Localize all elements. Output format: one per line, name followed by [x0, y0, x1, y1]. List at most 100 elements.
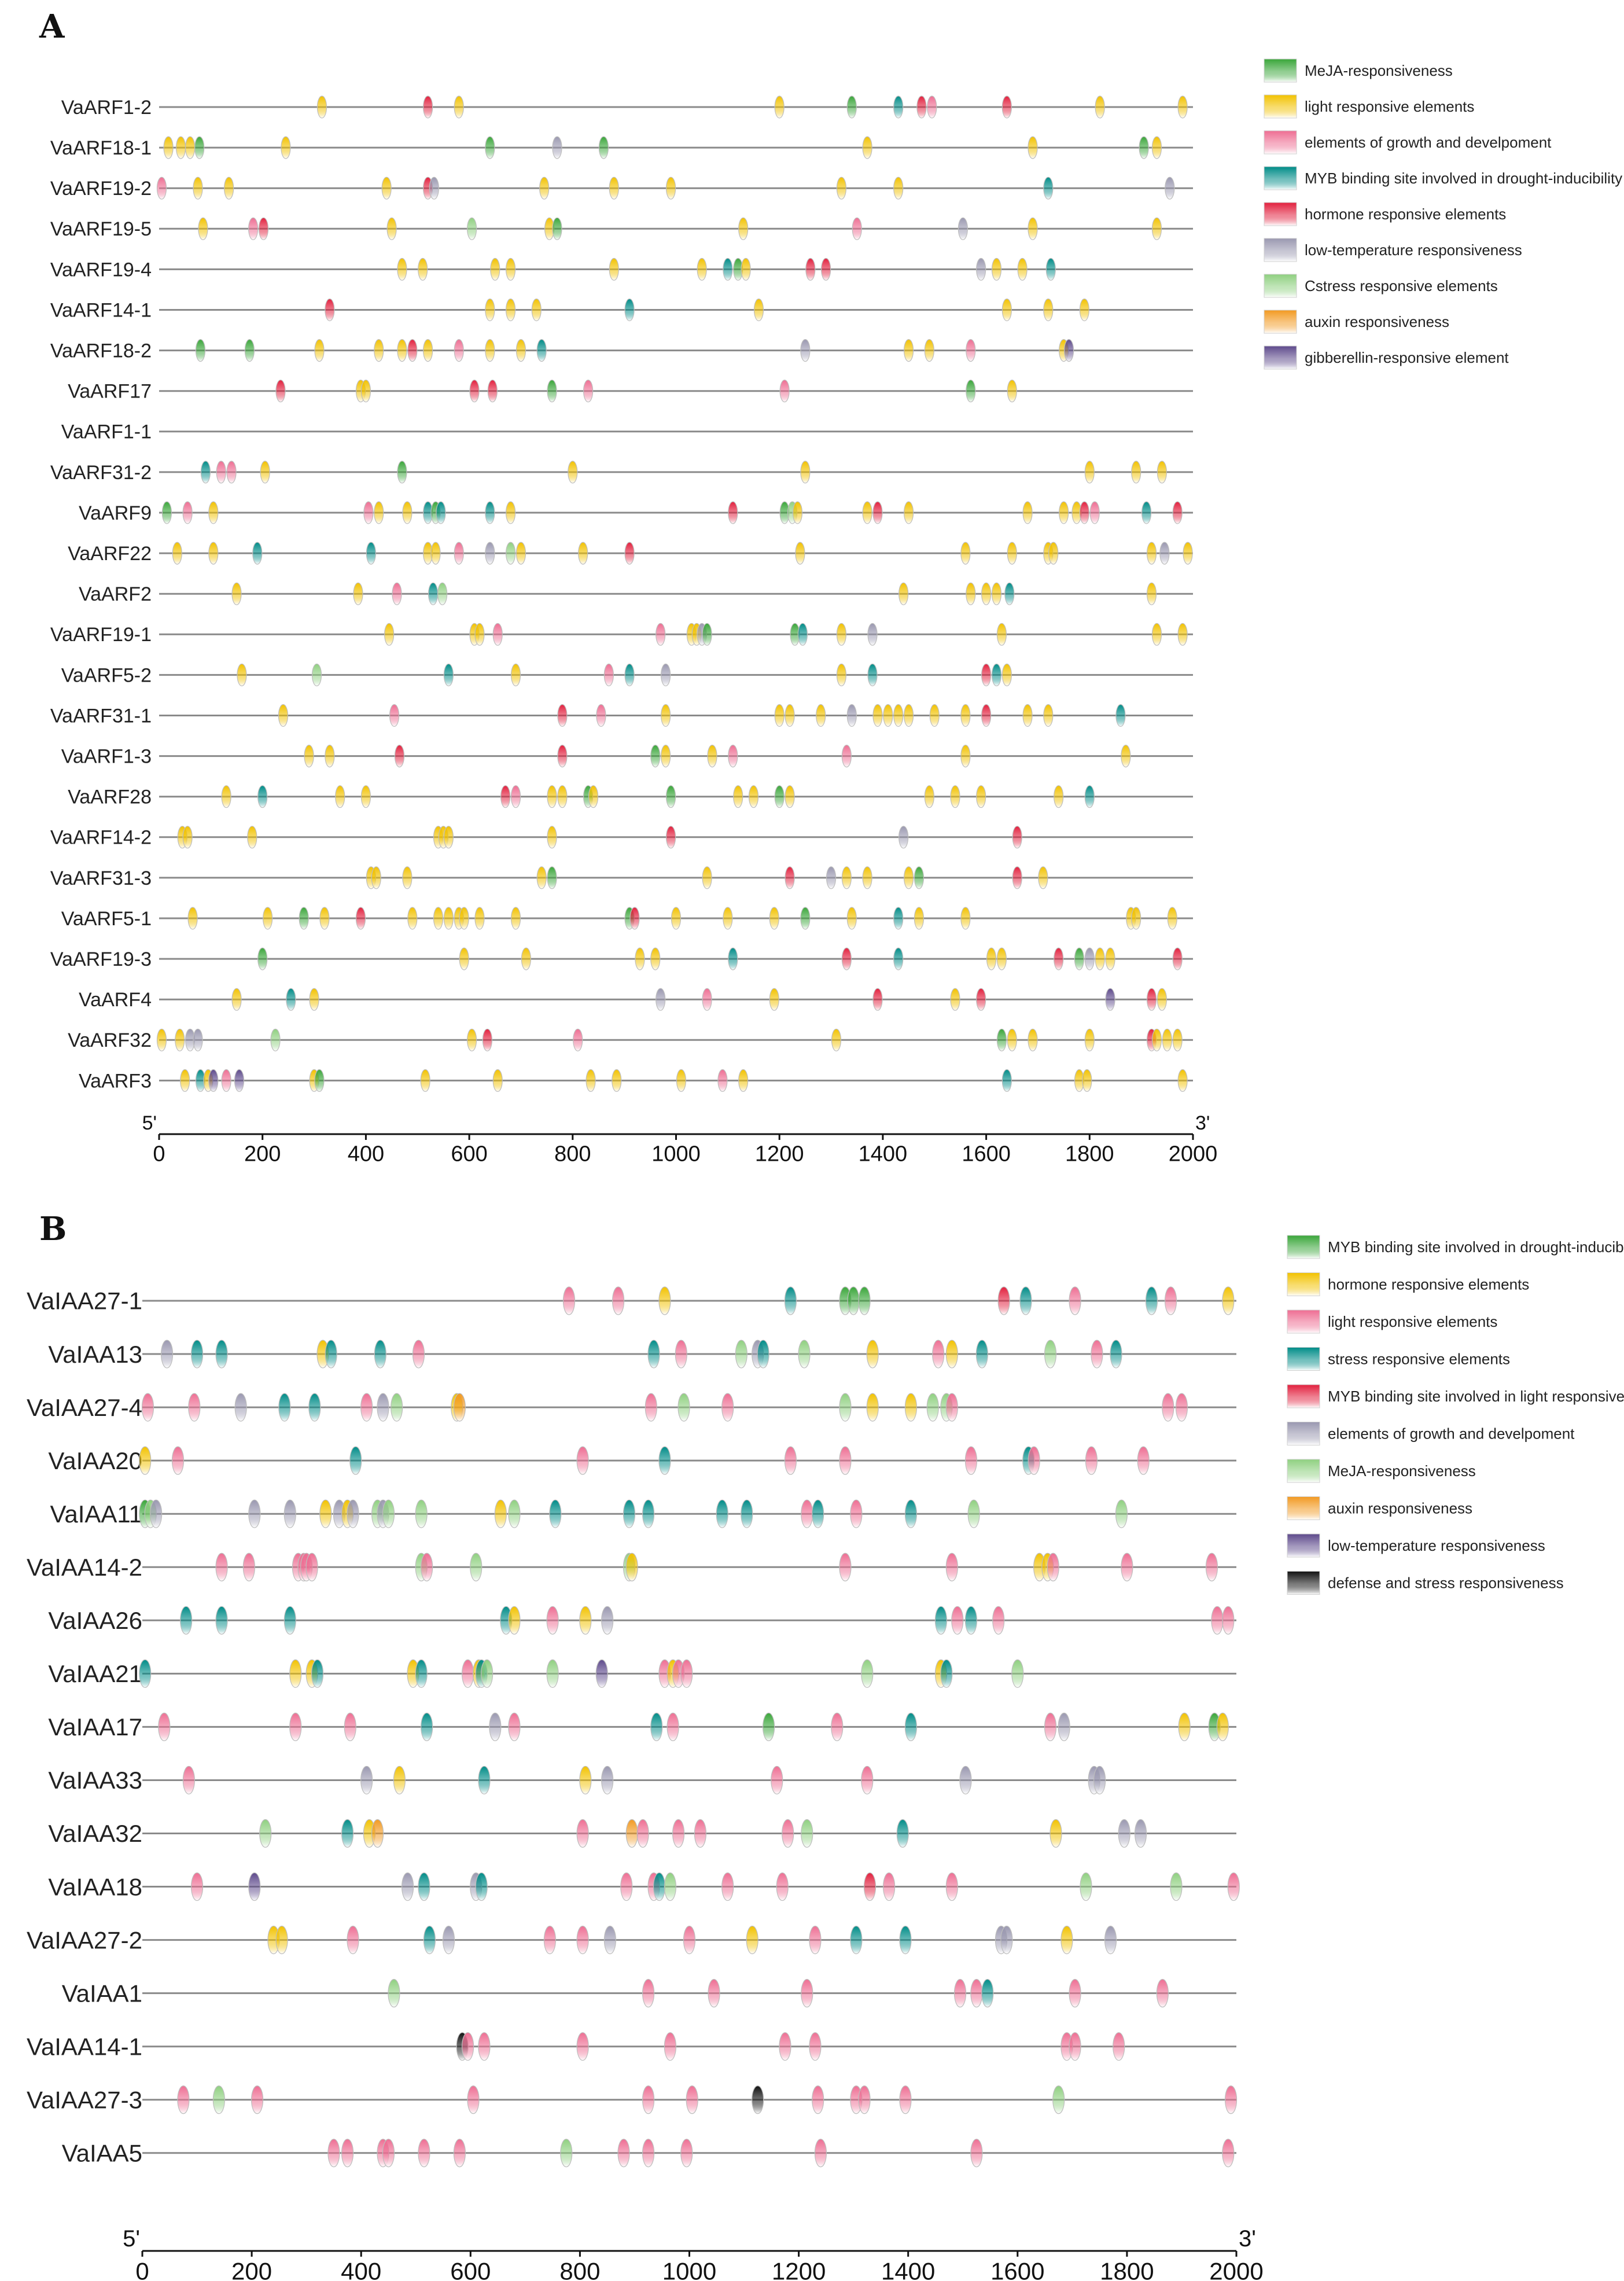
cis-element-elements-of-growth-and-develpoment	[283, 1499, 296, 1528]
cis-element-elements-of-growth-and-develpoment	[216, 461, 226, 484]
cis-element-elements-of-growth-and-develpoment	[656, 623, 666, 646]
cis-element-light-responsive-elements	[861, 1765, 874, 1795]
cis-element-light-responsive-elements	[335, 785, 345, 808]
cis-element-light-responsive-elements	[1131, 907, 1141, 930]
legend-item-elements-of-growth-and-develpoment: elements of growth and develpoment	[1264, 130, 1552, 154]
cis-element-meja-responsiveness	[1139, 136, 1149, 159]
cis-element-light-responsive-elements	[505, 501, 516, 524]
cis-element-stress-responsive-elements	[215, 1606, 228, 1635]
cis-element-light-responsive-elements	[898, 582, 909, 605]
legend: MYB binding site involved in drought-ind…	[1287, 1235, 1624, 1595]
cis-element-elements-of-growth-and-develpoment	[779, 380, 790, 403]
cis-element-gibberellin-responsive-element	[1105, 988, 1115, 1011]
cis-element-light-responsive-elements	[402, 501, 413, 524]
tick-label: 1400	[859, 1142, 908, 1166]
cis-element-light-responsive-elements	[753, 298, 764, 322]
cis-element-light-responsive-elements	[960, 907, 971, 930]
gene-row-vaiaa27-1: VaIAA27-1	[27, 1286, 1236, 1315]
tick-label: 2000	[1169, 1142, 1218, 1166]
gene-label: VaARF32	[68, 1029, 152, 1051]
cis-element-light-responsive-elements	[360, 380, 371, 403]
cis-element-light-responsive-elements	[741, 257, 751, 281]
cis-element-elements-of-growth-and-develpoment	[852, 217, 862, 240]
cis-element-hormone-responsive-elements	[1172, 947, 1183, 970]
cis-element-hormone-responsive-elements	[557, 704, 568, 727]
cis-element-stress-responsive-elements	[716, 1499, 728, 1528]
cis-element-light-responsive-elements	[883, 1872, 896, 1901]
cis-element-low-temperature-responsiveness	[429, 176, 439, 200]
cis-element-light-responsive-elements	[585, 1069, 596, 1092]
cis-element-light-responsive-elements	[676, 1069, 687, 1092]
cis-element-light-responsive-elements	[1183, 542, 1193, 565]
cis-element-light-responsive-elements	[485, 298, 495, 322]
cis-element-hormone-responsive-elements	[624, 542, 635, 565]
cis-element-light-responsive-elements	[814, 2139, 827, 2168]
cis-element-light-responsive-elements	[420, 1069, 430, 1092]
cis-element-elements-of-growth-and-develpoment	[601, 1606, 614, 1635]
cis-element-low-temperature-responsiveness	[1084, 947, 1095, 970]
cis-element-light-responsive-elements	[347, 1926, 359, 1955]
cis-element-meja-responsiveness	[966, 380, 976, 403]
cis-element-light-responsive-elements	[1227, 1872, 1240, 1901]
cis-element-light-responsive-elements	[932, 1340, 945, 1368]
cis-element-hormone-responsive-elements	[625, 1552, 638, 1581]
gene-row-vaiaa33: VaIAA33	[48, 1765, 1236, 1795]
cis-element-light-responsive-elements	[171, 1446, 185, 1475]
legend-item-hormone-responsive-elements: hormone responsive elements	[1264, 202, 1506, 226]
cis-element-light-responsive-elements	[588, 785, 599, 808]
cis-element-light-responsive-elements	[485, 339, 495, 362]
cis-element-myb-binding-site-involved-in-drought-inducibility	[762, 1712, 775, 1741]
gene-row-vaarf3: VaARF3	[79, 1069, 1193, 1092]
cis-element-elements-of-growth-and-develpoment	[603, 1926, 617, 1955]
cis-element-light-responsive-elements	[642, 1979, 655, 2008]
legend-item-hormone-responsive-elements: hormone responsive elements	[1287, 1272, 1529, 1296]
cis-element-stress-responsive-elements	[423, 1926, 436, 1955]
gene-label: VaARF19-3	[50, 948, 152, 970]
cis-element-light-responsive-elements	[508, 1712, 521, 1741]
gene-label: VaIAA32	[48, 1820, 142, 1847]
gene-row-vaarf5-1: VaARF5-1	[61, 907, 1193, 930]
cis-element-light-responsive-elements	[490, 257, 500, 281]
cis-element-hormone-responsive-elements	[275, 380, 286, 403]
cis-element-light-responsive-elements	[454, 95, 464, 119]
gene-row-vaiaa13: VaIAA13	[48, 1340, 1236, 1368]
cis-element-myb-binding-site-involved-in-drought-inducibility	[436, 501, 446, 524]
cis-element-light-responsive-elements	[612, 1286, 625, 1315]
cis-element-light-responsive-elements	[785, 785, 795, 808]
cis-element-myb-binding-site-involved-in-drought-inducibility	[428, 582, 439, 605]
cis-element-light-responsive-elements	[620, 1872, 633, 1901]
cis-element-light-responsive-elements	[443, 907, 454, 930]
cis-element-light-responsive-elements	[986, 947, 997, 970]
cis-element-hormone-responsive-elements	[916, 95, 927, 119]
cis-element-light-responsive-elements	[680, 1659, 693, 1688]
cis-element-light-responsive-elements	[831, 1712, 844, 1741]
gene-row-vaarf31-2: VaARF31-2	[50, 461, 1193, 484]
cis-element-light-responsive-elements	[547, 826, 557, 849]
cis-element-myb-binding-site-involved-in-drought-inducibility	[1084, 785, 1095, 808]
legend-item-auxin-responsiveness: auxin responsiveness	[1264, 310, 1449, 334]
cis-element-elements-of-growth-and-develpoment	[392, 582, 402, 605]
cis-element-meja-responsiveness	[735, 1340, 747, 1368]
cis-element-meja-responsiveness	[508, 1499, 521, 1528]
cis-element-light-responsive-elements	[839, 1446, 852, 1475]
cis-element-light-responsive-elements	[576, 2032, 589, 2061]
panel-a: A VaARF1-2 VaARF18-1 VaARF19-2 VaARF19-5 VaAR…	[39, 8, 1622, 1166]
tick-label: 1200	[755, 1142, 804, 1166]
gene-label: VaARF14-2	[50, 827, 152, 849]
cis-element-light-responsive-elements	[1175, 1393, 1188, 1422]
cis-element-hormone-responsive-elements	[872, 501, 883, 524]
cis-element-light-responsive-elements	[237, 663, 247, 687]
legend-swatch	[1264, 310, 1297, 334]
legend-label: MYB binding site involved in drought-ind…	[1328, 1238, 1624, 1256]
legend-label: Cstress responsive elements	[1305, 277, 1498, 295]
cis-element-stress-responsive-elements	[904, 1712, 918, 1741]
panel-label: A	[39, 8, 65, 46]
gene-row-vaarf18-1: VaARF18-1	[50, 136, 1193, 159]
cis-element-light-responsive-elements	[1069, 1979, 1081, 2008]
cis-element-meja-responsiveness	[259, 1819, 272, 1848]
cis-element-elements-of-growth-and-develpoment	[150, 1499, 163, 1528]
cis-element-light-responsive-elements	[371, 866, 381, 889]
gene-row-vaarf19-1: VaARF19-1	[50, 623, 1193, 646]
cis-element-light-responsive-elements	[374, 339, 384, 362]
legend-item-gibberellin-responsive-element: gibberellin-responsive element	[1264, 345, 1509, 370]
